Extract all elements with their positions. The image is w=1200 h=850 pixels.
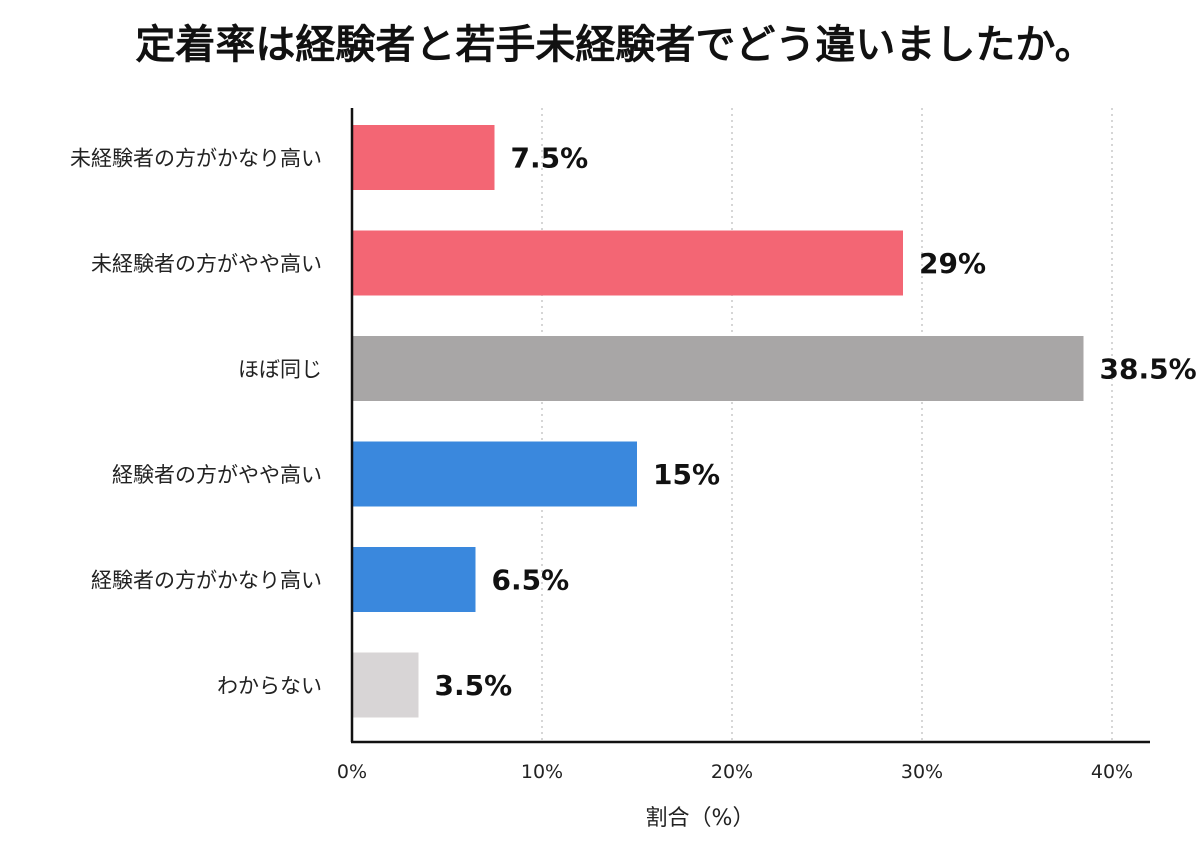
category-label: 未経験者の方がやや高い [91, 252, 322, 276]
bar [352, 336, 1084, 401]
data-label: 7.5% [511, 142, 589, 175]
data-label: 38.5% [1100, 353, 1197, 386]
bar [352, 125, 495, 190]
bars [352, 125, 1084, 718]
data-label: 29% [919, 247, 986, 280]
axes [350, 108, 1150, 744]
x-tick-label: 20% [711, 761, 753, 783]
bar [352, 441, 637, 507]
labels: 0% 10% 20% 30% 40% 未経験者の方がかなり高い 7.5% 未経験者の方がやや高… [70, 142, 1197, 784]
bar [352, 652, 419, 718]
chart-title: 定着率は経験者と若手未経験者でどう違いましたか。 [135, 22, 1094, 68]
x-tick-label: 0% [337, 761, 367, 783]
data-label: 6.5% [492, 564, 570, 597]
x-tick-label: 30% [901, 761, 943, 783]
category-label: ほぼ同じ [238, 358, 322, 382]
data-label: 3.5% [435, 669, 513, 702]
x-tick-label: 40% [1091, 761, 1133, 783]
x-axis-title: 割合（%） [646, 806, 755, 831]
bar [352, 547, 476, 612]
x-tick-label: 10% [521, 761, 563, 783]
category-label: わからない [217, 674, 322, 698]
category-label: 経験者の方がかなり高い [91, 569, 322, 593]
data-label: 15% [653, 458, 720, 491]
bar [352, 230, 903, 296]
gridlines [541, 108, 1113, 742]
category-label: 経験者の方がやや高い [112, 463, 322, 487]
category-label: 未経験者の方がかなり高い [70, 147, 322, 171]
